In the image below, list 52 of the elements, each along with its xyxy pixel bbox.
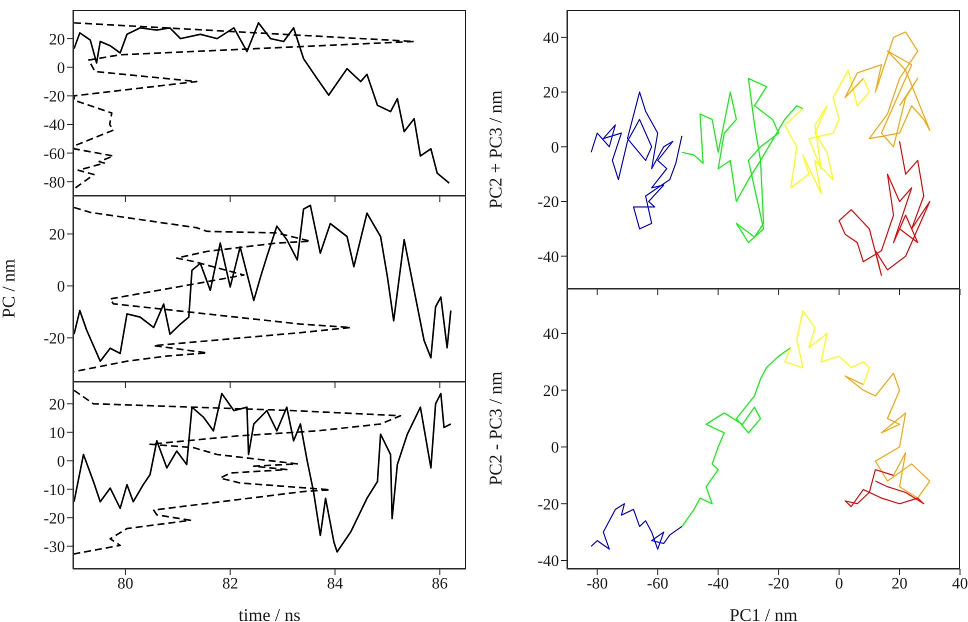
line-series — [844, 469, 924, 508]
y-tick-label: -80 — [44, 174, 65, 192]
y-tick-label: -20 — [44, 510, 65, 528]
x-axis-title: PC1 / nm — [729, 605, 798, 622]
y-tick-label: -20 — [538, 496, 559, 514]
line-series — [681, 347, 792, 527]
x-tick-label: -20 — [768, 575, 790, 592]
x-tick-label: 80 — [117, 575, 134, 592]
y-axis-title: PC2 + PC3 / nm — [485, 90, 506, 209]
y-tick-label: 20 — [49, 396, 65, 414]
x-tick-label: 40 — [952, 575, 968, 592]
x-tick-label: 86 — [432, 575, 448, 592]
line-series — [681, 78, 804, 244]
line-series — [838, 140, 930, 276]
y-tick-label: 0 — [551, 139, 559, 156]
line-series — [590, 503, 682, 550]
line-series — [73, 392, 452, 553]
line-series — [844, 372, 930, 499]
line-series — [590, 92, 682, 230]
x-tick-label: -80 — [586, 575, 608, 592]
y-tick-label: -40 — [538, 553, 559, 570]
x-tick-label: 20 — [892, 575, 908, 592]
x-tick-label: 0 — [835, 575, 844, 592]
x-tick-label: 84 — [327, 575, 343, 592]
y-tick-label: -20 — [44, 88, 65, 106]
x-tick-label: 82 — [222, 575, 238, 592]
y-tick-label: 20 — [49, 31, 65, 48]
y-tick-label: -10 — [44, 482, 65, 499]
x-tick-label: -40 — [707, 575, 729, 592]
y-axis-title: PC / nm — [0, 258, 18, 318]
y-tick-label: 0 — [57, 278, 65, 296]
y-tick-label: 0 — [551, 440, 559, 457]
line-series — [784, 70, 870, 194]
y-tick-label: 20 — [543, 84, 559, 102]
y-tick-label: 0 — [57, 453, 65, 470]
x-axis-title: time / ns — [238, 605, 300, 622]
y-tick-label: 40 — [543, 30, 559, 48]
x-tick-label: -60 — [647, 575, 668, 592]
line-series — [844, 31, 930, 148]
y-tick-label: 0 — [57, 60, 65, 77]
y-tick-label: -20 — [44, 330, 65, 348]
y-tick-label: -60 — [44, 146, 65, 163]
y-axis-title: PC2 - PC3 / nm — [485, 371, 506, 486]
y-tick-label: 10 — [49, 424, 65, 442]
y-tick-label: -30 — [44, 538, 65, 556]
y-tick-label: 40 — [543, 326, 559, 344]
y-tick-label: -40 — [538, 248, 559, 266]
y-tick-label: -20 — [538, 194, 559, 212]
y-tick-label: 20 — [543, 382, 559, 400]
y-tick-label: 20 — [49, 226, 65, 244]
line-series — [784, 310, 870, 386]
y-tick-label: -40 — [44, 117, 65, 134]
